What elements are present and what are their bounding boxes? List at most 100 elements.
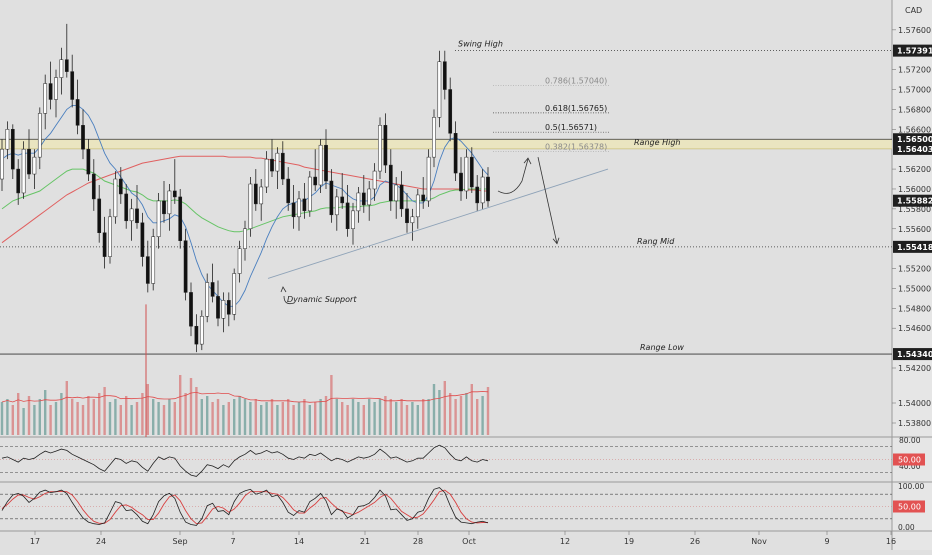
candle-body-up <box>5 129 10 150</box>
candle-body-down <box>280 152 285 180</box>
candle-body-up <box>432 117 436 158</box>
axis-layer: 1.57600 1.57200 1.57000 1.56800 1.56600 1.562… <box>30 26 932 546</box>
candle-body-down <box>189 292 193 327</box>
candle <box>469 147 474 193</box>
price-tick-label: 1.54000 <box>898 399 931 408</box>
candle <box>280 141 285 185</box>
volume-bar <box>60 393 63 435</box>
candle <box>383 113 388 174</box>
candle-body-down <box>102 232 107 257</box>
volume-bar <box>449 393 452 435</box>
candle <box>210 263 215 303</box>
candle <box>145 240 150 293</box>
candle-body-up <box>378 125 382 172</box>
candle <box>291 184 296 229</box>
candle <box>405 192 409 233</box>
volume-bar <box>233 399 236 435</box>
candle-body-down <box>226 300 231 315</box>
candle <box>340 173 345 209</box>
candle <box>259 179 264 221</box>
candle-body-up <box>243 228 247 249</box>
candle <box>5 121 10 160</box>
candle <box>167 184 172 231</box>
price-pane[interactable] <box>0 0 892 368</box>
candle <box>216 280 220 327</box>
candle <box>16 159 21 205</box>
candle-body-down <box>140 222 145 257</box>
candle <box>205 273 210 323</box>
volume-bar <box>465 393 468 435</box>
candle <box>307 171 312 217</box>
level-label: Range High <box>634 138 680 147</box>
volume-bar <box>157 402 160 435</box>
candle <box>464 149 469 199</box>
candle-body-down <box>48 83 53 100</box>
candle-body-up <box>297 198 301 218</box>
price-tag-label: 1.57391 <box>897 47 932 56</box>
stoch-tick-label: 0.00 <box>898 523 915 532</box>
candle <box>194 314 199 353</box>
volume-bar <box>141 393 144 435</box>
volume-bar <box>6 399 9 435</box>
volume-bar <box>114 399 117 435</box>
volume-bar <box>378 399 382 435</box>
volume-bar <box>454 399 457 435</box>
price-tick-label: 1.56200 <box>898 165 931 174</box>
price-tick-label: 1.57200 <box>898 66 931 75</box>
candle-body-up <box>21 148 26 194</box>
candle <box>81 109 85 160</box>
candle-body-up <box>151 236 156 284</box>
volume-bar <box>81 405 85 435</box>
volume-bar <box>438 390 441 435</box>
candle <box>183 228 188 301</box>
candle-body-up <box>372 170 377 190</box>
candle-body-up <box>59 59 64 78</box>
volume-bar <box>0 402 4 435</box>
volume-bar <box>54 402 58 435</box>
price-tag-label: 1.56500 <box>897 135 932 144</box>
price-tick-label: 1.54800 <box>898 304 931 313</box>
volume-bar <box>33 405 36 435</box>
volume-bar <box>173 402 176 435</box>
volume-bar <box>189 378 193 435</box>
time-tick-label: 9 <box>824 537 829 546</box>
candle-body-up <box>464 156 469 192</box>
volume-bar <box>103 387 106 435</box>
candle-body-up <box>221 300 226 319</box>
candle <box>54 69 58 118</box>
candle <box>264 151 269 193</box>
candle-body-down <box>405 208 409 224</box>
candle-body-down <box>135 208 139 224</box>
volume-bar <box>443 381 446 435</box>
candle-body-up <box>259 186 264 205</box>
candle-body-up <box>54 77 58 100</box>
volume-bar <box>422 399 425 435</box>
candle-body-down <box>210 282 215 297</box>
candle-body-down <box>162 200 166 215</box>
volume-bar <box>184 393 187 435</box>
candle-body-up <box>367 188 372 206</box>
candle-body-down <box>81 125 85 150</box>
candle-body-up <box>334 196 339 216</box>
candle-body-up <box>248 183 253 230</box>
candle-body-down <box>345 202 350 230</box>
candle-body-down <box>124 193 129 222</box>
level-lines-layer: Swing High Range High Rang Mid Range Low <box>0 40 892 355</box>
candle <box>394 177 399 219</box>
dynamic-support-label: Dynamic Support <box>287 295 357 304</box>
candle-body-up <box>356 192 361 212</box>
candle <box>178 188 183 249</box>
time-tick-label: Nov <box>751 537 767 546</box>
volume-bar <box>108 402 112 435</box>
candle-body-up <box>167 190 172 215</box>
volume-bar <box>276 405 279 435</box>
volume-bar <box>206 396 209 435</box>
candle-body-down <box>340 196 345 204</box>
volume-bar <box>459 396 463 435</box>
candle <box>275 147 280 189</box>
time-tick-label: 28 <box>413 537 423 546</box>
candle-body-up <box>32 156 37 175</box>
candle-body-down <box>469 156 474 188</box>
volume-bar <box>135 402 139 435</box>
fib-label: 0.382(1.56378) <box>545 142 607 151</box>
